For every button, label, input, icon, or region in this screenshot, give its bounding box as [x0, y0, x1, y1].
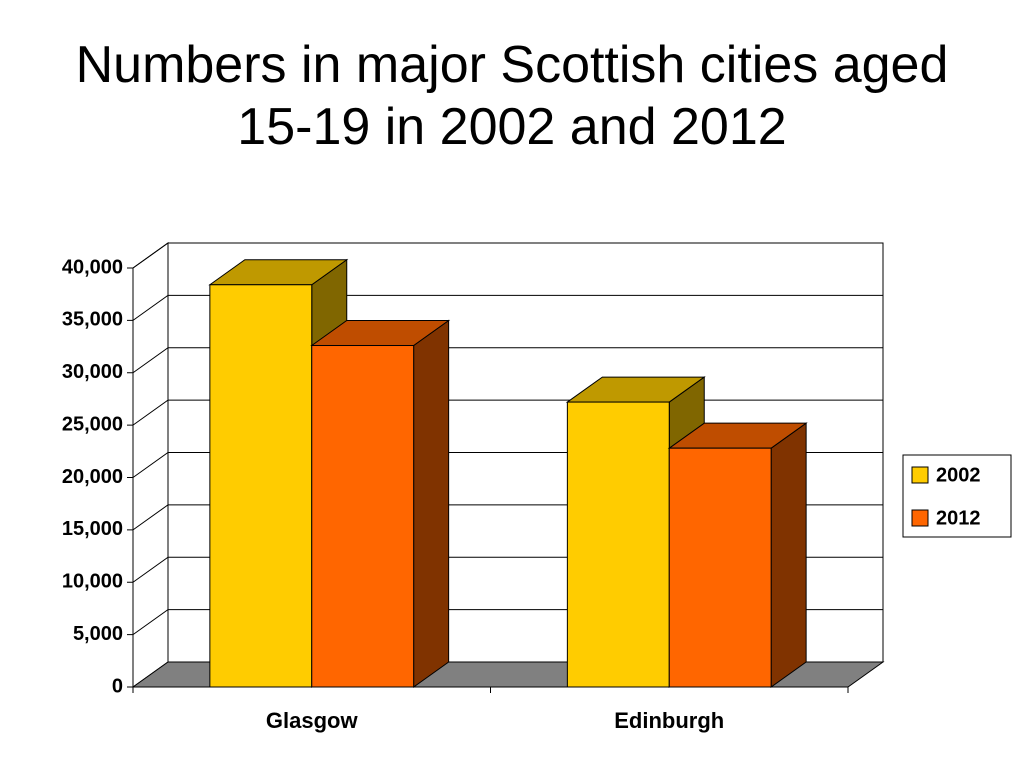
legend-label: 2002: [936, 464, 981, 486]
bar-side: [770, 422, 807, 688]
y-tick-label: 5,000: [73, 623, 123, 645]
grid-line: [132, 242, 883, 269]
y-tick-label: 30,000: [62, 361, 123, 383]
y-tick-label: 15,000: [62, 518, 123, 540]
y-tick-label: 0: [112, 675, 123, 697]
bar: [566, 401, 670, 688]
y-tick-label: 25,000: [62, 413, 123, 435]
bar: [311, 345, 415, 688]
bar-side: [413, 319, 450, 688]
y-tick-label: 10,000: [62, 571, 123, 593]
bar: [209, 284, 313, 688]
y-tick-label: 20,000: [62, 466, 123, 488]
y-tick-label: 35,000: [62, 309, 123, 331]
bar: [668, 447, 772, 688]
grid-line: [132, 294, 883, 321]
y-tick-label: 40,000: [62, 256, 123, 278]
legend-label: 2012: [936, 507, 981, 529]
grid-line: [132, 347, 883, 374]
legend-swatch: [911, 509, 929, 527]
chart-title: Numbers in major Scottish cities aged 15…: [75, 36, 949, 156]
x-tick-label: Edinburgh: [614, 708, 724, 733]
x-tick-label: Glasgow: [266, 708, 359, 733]
legend-swatch: [911, 466, 929, 484]
